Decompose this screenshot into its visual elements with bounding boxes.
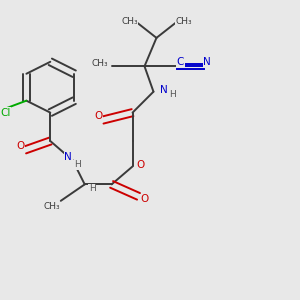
Text: Cl: Cl	[0, 108, 11, 118]
Text: CH₃: CH₃	[121, 17, 138, 26]
Text: N: N	[64, 152, 72, 163]
Text: O: O	[140, 194, 148, 204]
Text: N: N	[160, 85, 168, 95]
Text: H: H	[89, 184, 96, 194]
Text: CH₃: CH₃	[44, 202, 60, 211]
Text: O: O	[136, 160, 144, 170]
Text: O: O	[16, 140, 25, 151]
Text: N: N	[203, 57, 211, 67]
Text: O: O	[94, 111, 102, 121]
Text: C: C	[177, 57, 184, 67]
Text: CH₃: CH₃	[175, 17, 192, 26]
Text: CH₃: CH₃	[91, 59, 108, 68]
Text: H: H	[169, 90, 176, 99]
Text: H: H	[74, 160, 81, 169]
